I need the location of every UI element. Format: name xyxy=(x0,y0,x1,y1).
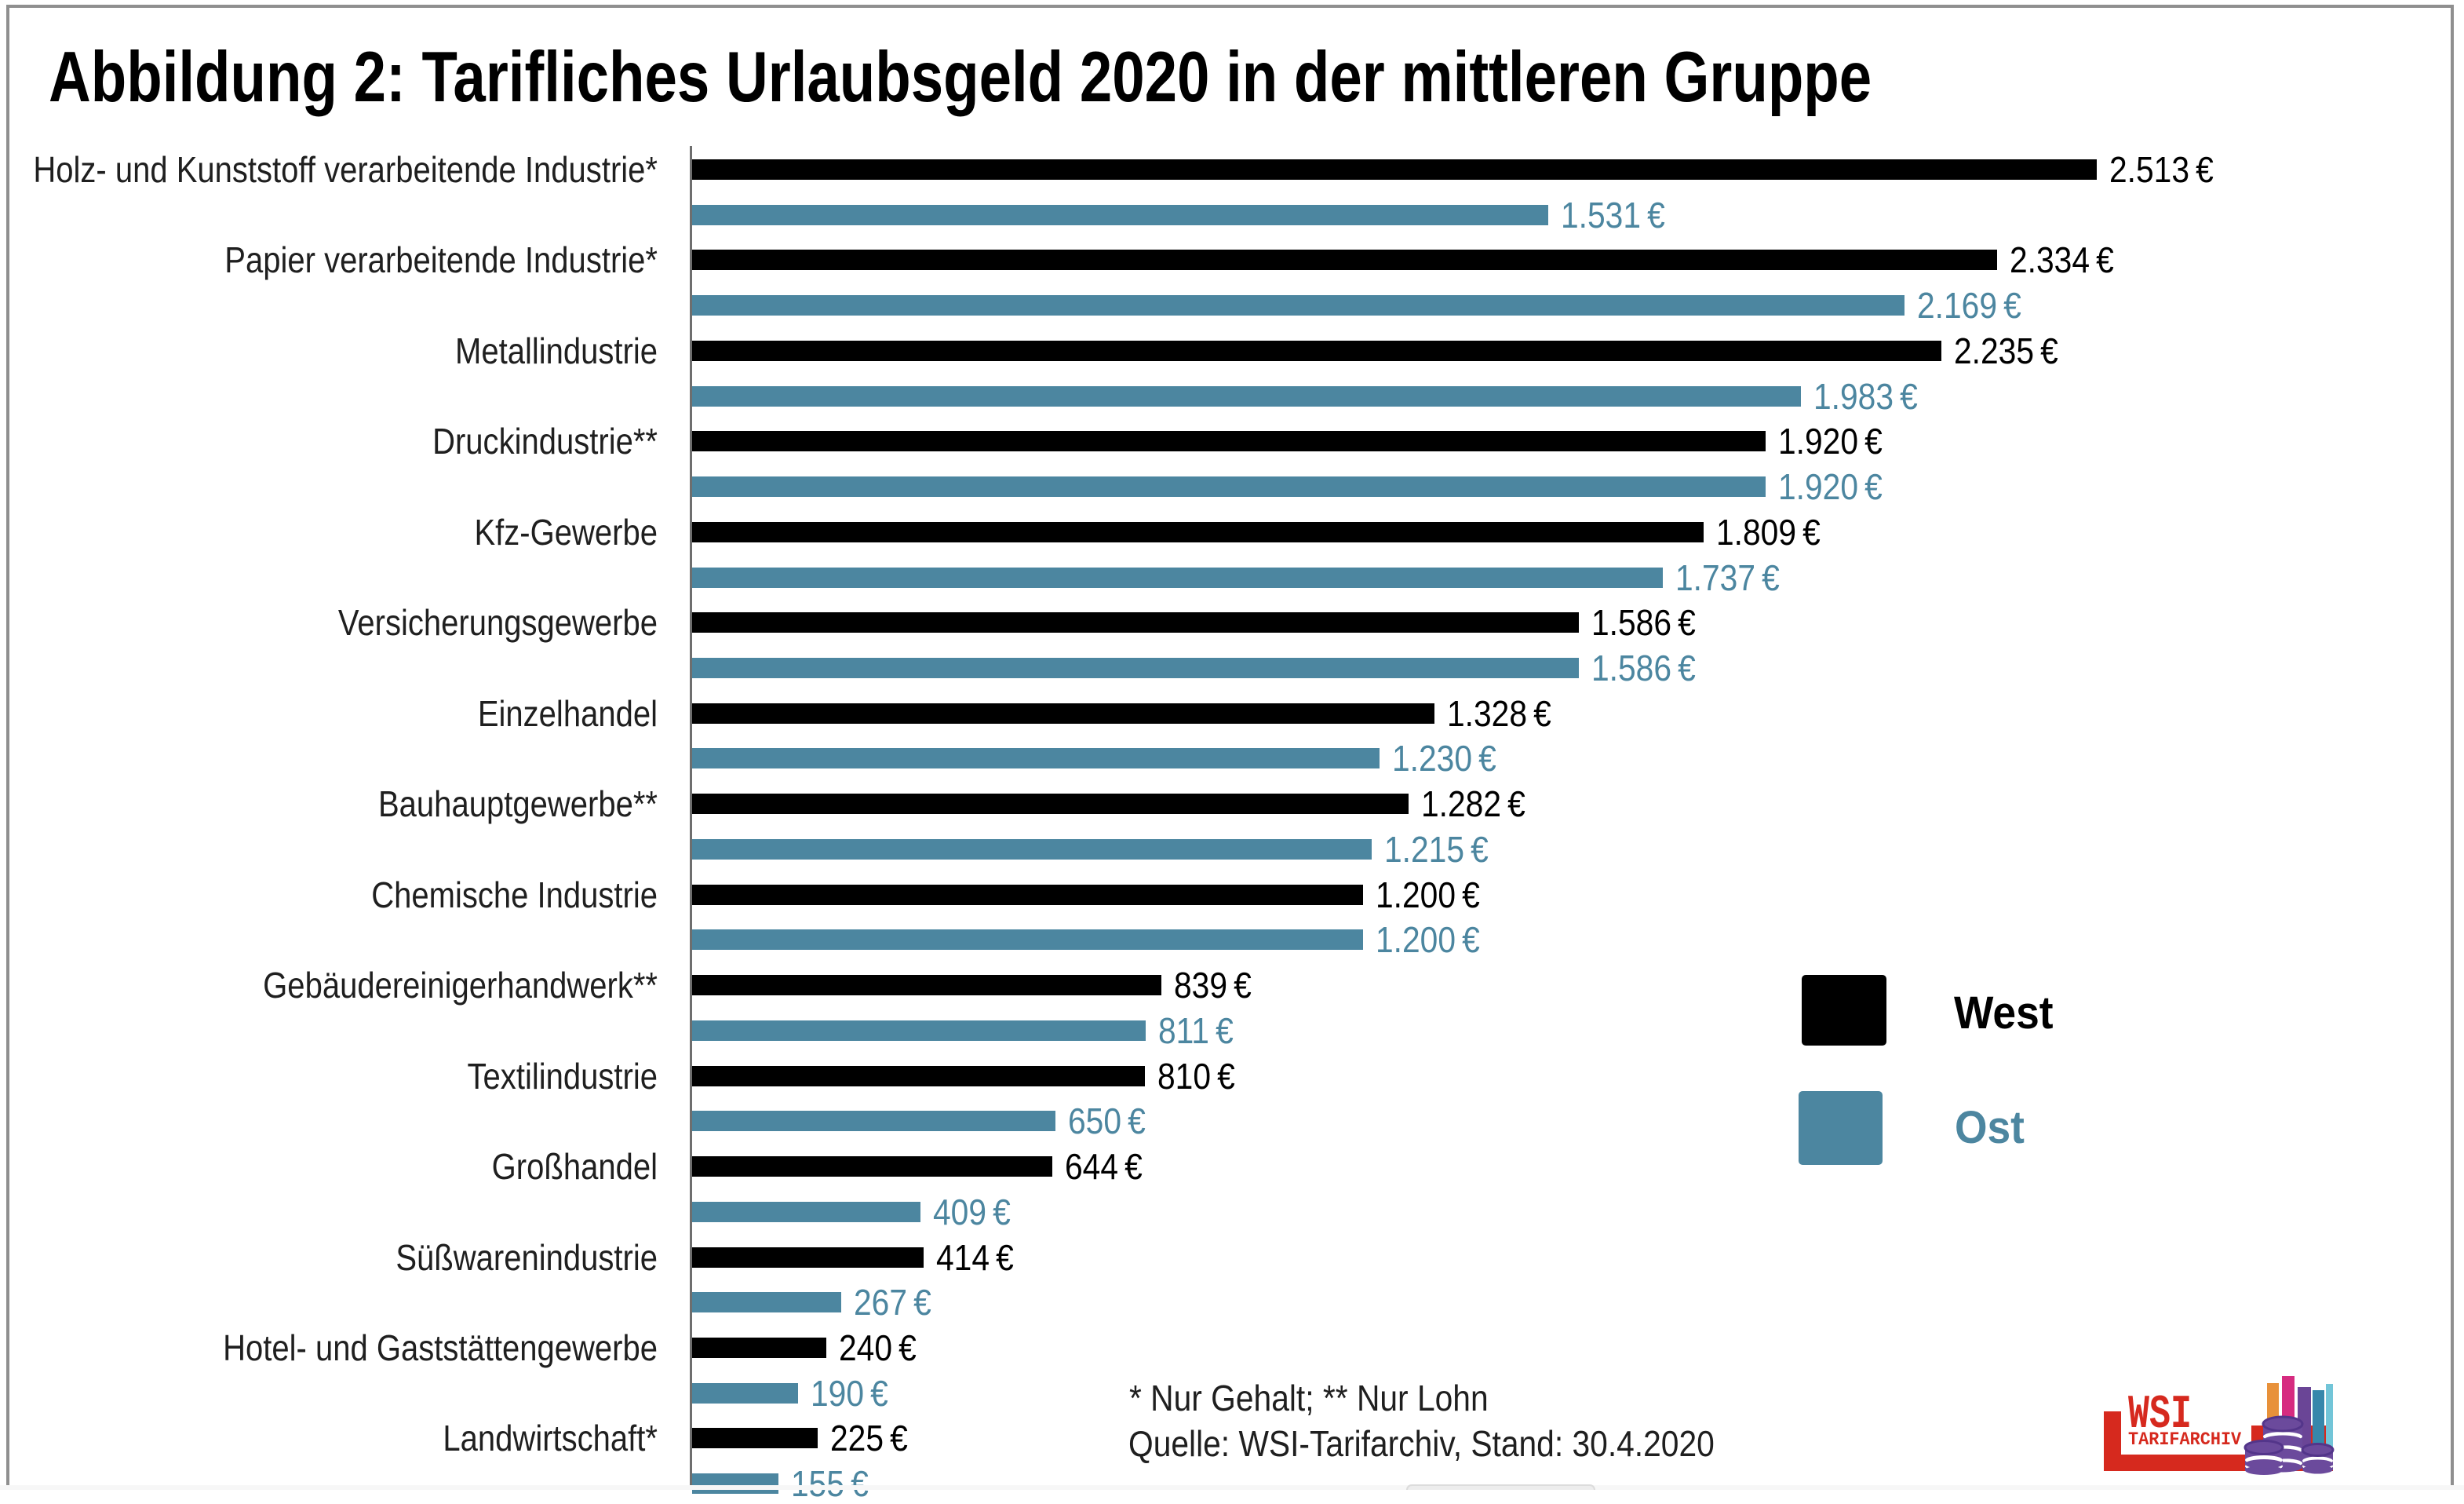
svg-text:TARIFARCHIV: TARIFARCHIV xyxy=(2128,1429,2242,1451)
svg-text:WSI: WSI xyxy=(2128,1388,2192,1441)
